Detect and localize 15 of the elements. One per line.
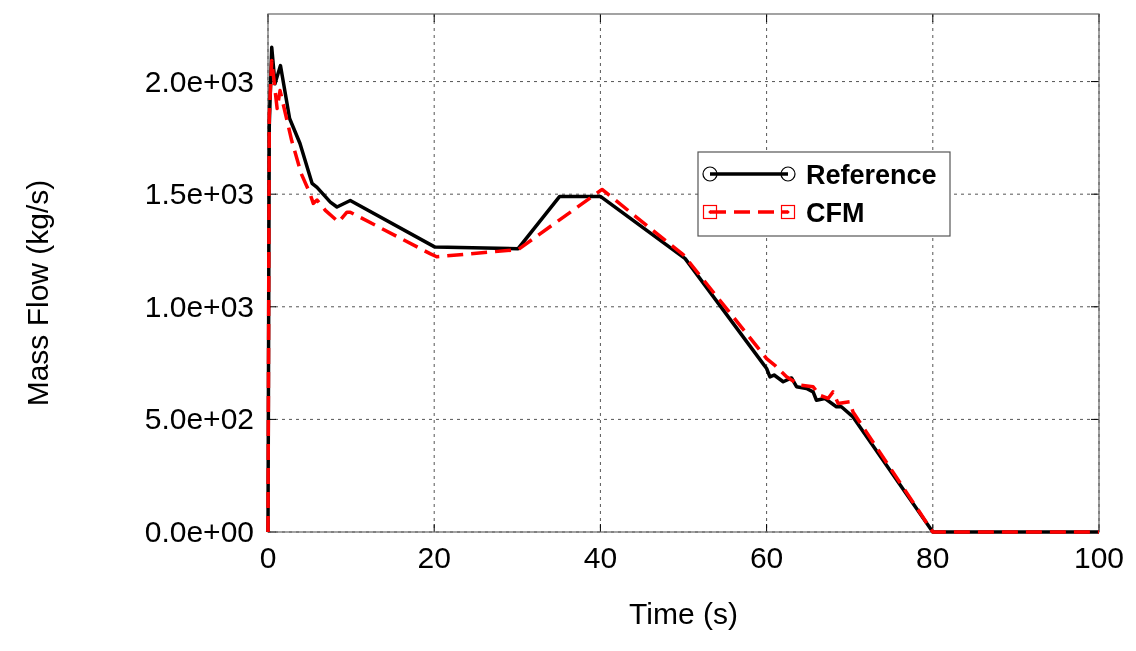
- x-tick-label: 40: [583, 541, 618, 574]
- x-tick-label: 100: [1073, 541, 1125, 574]
- y-tick-label: 2.0e+03: [144, 64, 254, 98]
- y-tick-label: 1.0e+03: [144, 289, 254, 323]
- x-axis-title: Time (s): [629, 597, 738, 630]
- y-tick-label: 1.5e+03: [144, 177, 254, 211]
- x-tick-label: 80: [916, 541, 950, 574]
- x-tick-label: 20: [417, 541, 451, 574]
- x-tick-label: 60: [749, 541, 784, 574]
- legend-label: Reference: [806, 160, 937, 190]
- x-tick-label: 0: [259, 541, 277, 574]
- y-axis-title: Mass Flow (kg/s): [21, 179, 54, 407]
- y-tick-label: 0.0e+00: [144, 515, 254, 548]
- legend-label: CFM: [806, 198, 865, 228]
- y-tick-label: 5.0e+02: [144, 402, 254, 436]
